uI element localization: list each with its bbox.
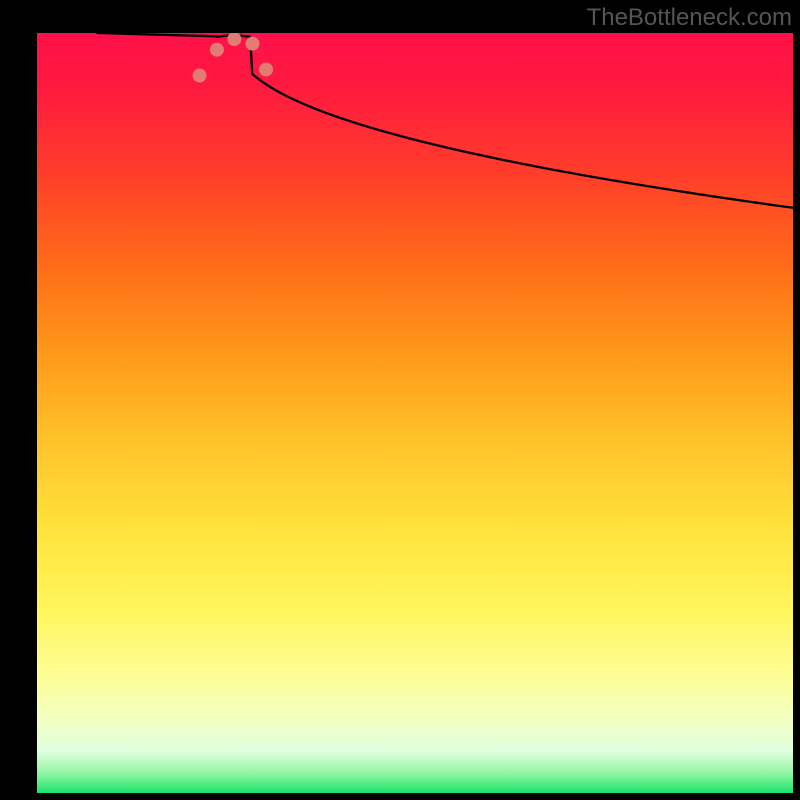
curve-marker [246, 37, 259, 50]
chart-frame: TheBottleneck.com [0, 0, 800, 800]
curve-marker [260, 63, 273, 76]
curve-marker [210, 43, 223, 56]
curve-marker [228, 33, 241, 46]
chart-svg [37, 33, 793, 793]
curve-marker [193, 69, 206, 82]
plot-background [37, 33, 793, 793]
watermark-text: TheBottleneck.com [587, 4, 792, 32]
